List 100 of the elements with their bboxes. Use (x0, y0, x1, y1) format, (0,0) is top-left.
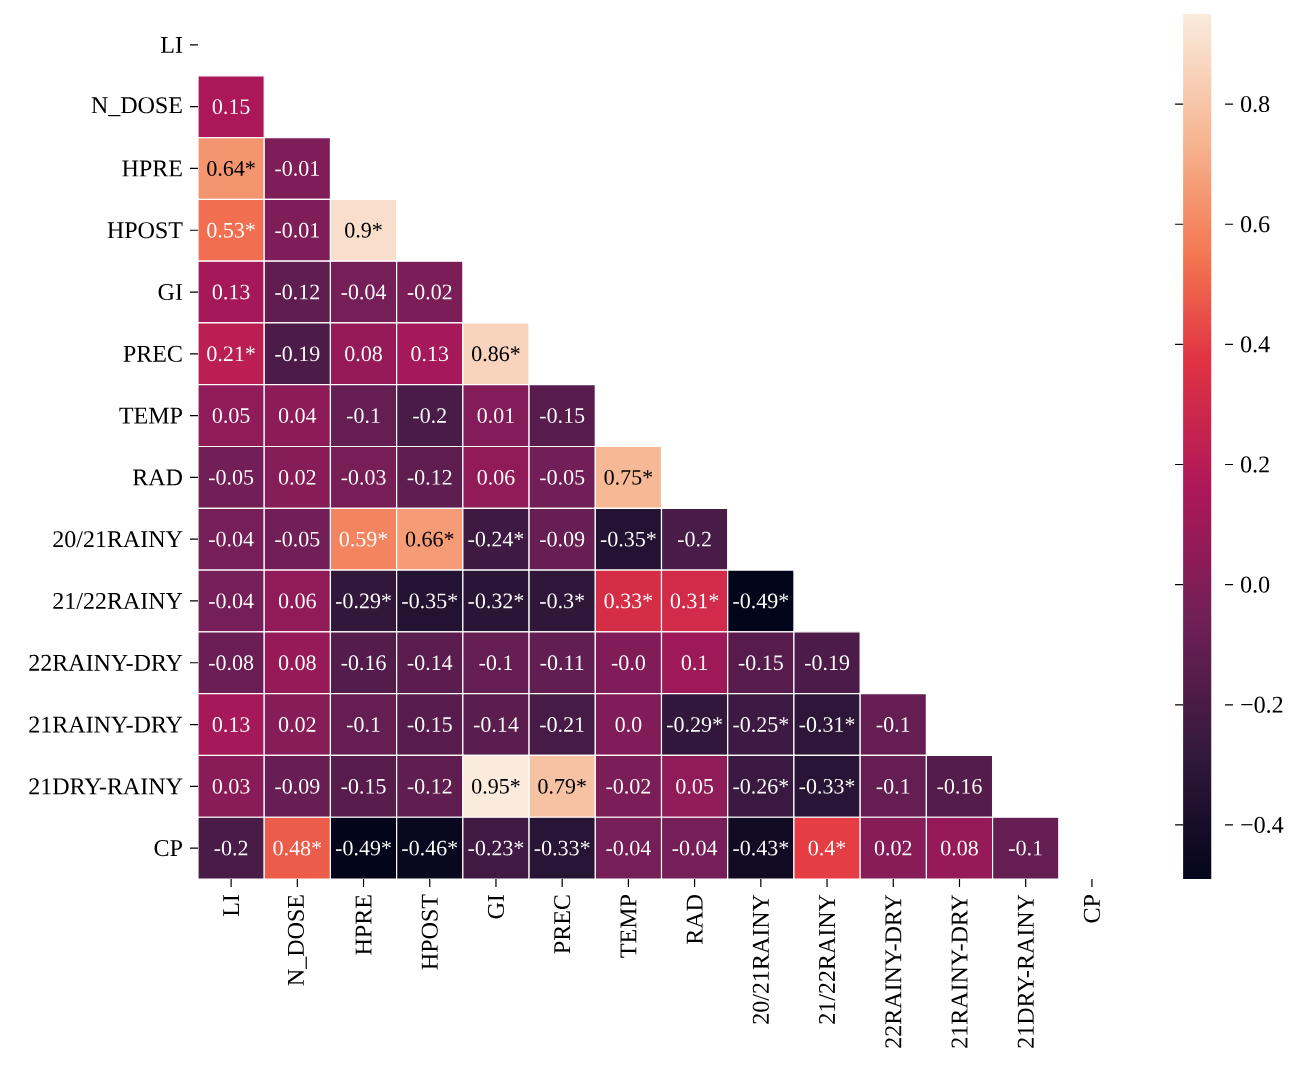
data-label: -0.04 (209, 531, 254, 547)
data-label: 0.13 (212, 717, 250, 733)
data-label: -0.02 (407, 284, 452, 300)
data-label: -0.1 (346, 717, 380, 733)
data-label: -0.25* (733, 717, 789, 733)
y-tick-label: HPRE (122, 160, 182, 177)
data-label: -0.1 (876, 717, 910, 733)
data-label: -0.14 (473, 717, 519, 733)
data-label: -0.09 (540, 531, 585, 547)
data-label: -0.33* (799, 778, 855, 794)
color-bar-label: 0.4 (1241, 336, 1270, 353)
data-label: 0.95* (472, 778, 520, 794)
data-label: -0.15 (407, 717, 452, 733)
data-label: 0.02 (874, 840, 912, 856)
x-tick-label: PREC (554, 895, 571, 954)
data-label: -0.05 (540, 469, 585, 485)
x-tick-label: LI (223, 894, 239, 917)
y-tick-label: RAD (132, 469, 182, 486)
data-label: -0.03 (341, 469, 386, 485)
y-tick-label: 21/22RAINY (53, 592, 183, 610)
data-label: -0.46* (402, 840, 458, 856)
data-label: -0.35* (600, 531, 656, 547)
data-label: 0.75* (604, 469, 653, 485)
data-label: 0.03 (212, 778, 250, 794)
data-label: -0.29* (667, 717, 722, 733)
data-label: 0.06 (477, 469, 515, 485)
data-label: 0.31* (670, 593, 719, 609)
data-label: 0.01 (477, 408, 514, 424)
x-tick-label: 22RAINY-DRY (885, 894, 902, 1048)
data-label: -0.1 (346, 408, 380, 424)
y-tick-label: 21RAINY-DRY (29, 716, 183, 733)
data-label: -0.01 (275, 222, 319, 238)
data-label: -0.08 (209, 655, 254, 671)
data-label: -0.12 (275, 284, 320, 300)
data-label: -0.05 (209, 469, 254, 485)
data-label: 0.4* (808, 840, 846, 856)
x-tick-label: TEMP (620, 895, 637, 958)
x-tick-label: RAD (686, 895, 703, 945)
data-label: 0.21* (207, 346, 255, 362)
data-label: -0.3* (540, 593, 585, 609)
data-label: -0.12 (407, 469, 452, 485)
data-label: -0.2 (214, 840, 248, 856)
data-label: -0.2 (678, 531, 711, 547)
data-label: 0.66* (405, 531, 454, 547)
data-label: 0.53* (207, 222, 255, 238)
data-label: 0.08 (278, 655, 316, 671)
data-label: -0.04 (672, 840, 718, 856)
data-label: -0.1 (1009, 840, 1042, 856)
data-label: -0.33* (534, 840, 590, 856)
x-tick-label: HPOST (421, 894, 438, 970)
data-label: -0.21 (540, 717, 584, 733)
y-tick-label: GI (158, 283, 183, 301)
data-label: -0.04 (209, 593, 254, 609)
data-label: -0.11 (540, 655, 584, 671)
data-label: -0.2 (413, 408, 446, 424)
color-bar-label: 0.8 (1241, 95, 1270, 113)
color-bar-label: −0.4 (1241, 816, 1284, 834)
x-tick-label: GI (487, 894, 505, 919)
data-label: -0.09 (275, 778, 320, 794)
data-label: -0.16 (341, 655, 386, 671)
data-label: -0.49* (335, 840, 391, 856)
y-tick-label: TEMP (119, 407, 182, 424)
x-tick-label: 21/22RAINY (818, 894, 836, 1024)
data-label: -0.15 (341, 778, 386, 794)
y-tick-label: CP (154, 840, 182, 857)
data-label: -0.15 (540, 408, 585, 424)
y-tick-label: 20/21RAINY (53, 531, 183, 548)
y-tick-label: PREC (123, 345, 182, 362)
data-label: 0.08 (941, 840, 978, 856)
data-label: 0.13 (212, 284, 250, 300)
y-tick-label: 22RAINY-DRY (29, 654, 183, 671)
data-label: -0.19 (804, 655, 850, 671)
data-label: 0.08 (345, 346, 382, 362)
x-tick-label: 21RAINY-DRY (951, 894, 968, 1048)
data-label: -0.04 (341, 284, 387, 300)
data-label: -0.02 (606, 778, 651, 794)
data-label: 0.05 (676, 778, 713, 794)
data-label: 0.33* (604, 593, 653, 609)
y-tick-label: 21DRY-RAINY (29, 778, 183, 795)
data-label: -0.29* (335, 593, 391, 609)
data-label: 0.04 (278, 408, 317, 424)
data-label: 0.86* (472, 346, 520, 362)
data-label: -0.24* (468, 531, 524, 547)
data-label: -0.23* (468, 840, 524, 856)
data-label: -0.14 (407, 655, 453, 671)
data-label: -0.43* (733, 840, 789, 856)
data-label: 0.02 (278, 717, 316, 733)
data-label: -0.31* (799, 717, 855, 733)
data-label: -0.26* (733, 778, 789, 794)
data-label: 0.13 (411, 346, 449, 362)
data-label: 0.15 (212, 99, 250, 115)
data-label: 0.9* (345, 222, 382, 238)
data-label: -0.16 (937, 778, 982, 794)
y-tick-label: N_DOSE (91, 97, 182, 117)
data-label: 0.05 (212, 408, 250, 424)
y-tick-label: LI (160, 37, 183, 53)
data-label: -0.05 (275, 531, 320, 547)
data-label: -0.01 (275, 161, 319, 176)
x-tick-label: CP (1083, 895, 1100, 923)
data-label: -0.04 (606, 840, 651, 856)
